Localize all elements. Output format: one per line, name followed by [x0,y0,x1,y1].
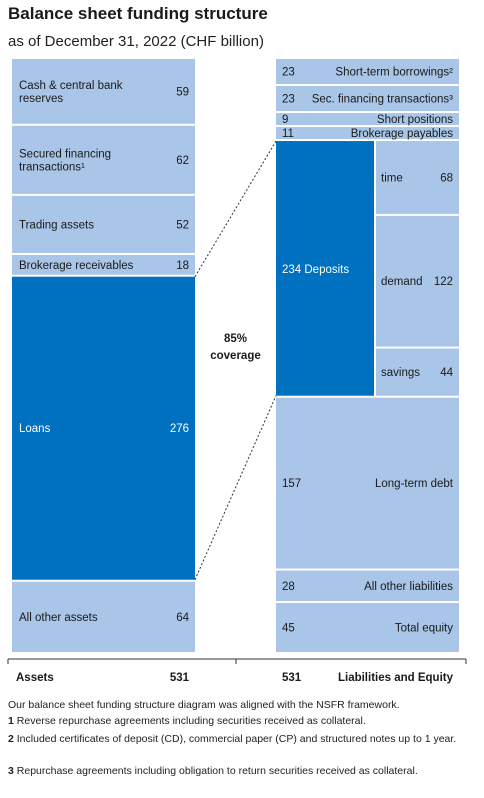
liability-bar-long-term-debt [276,397,459,569]
deposit-bar-time [376,141,459,214]
deposit-bar-savings [376,348,459,396]
deposit-label-savings: savings [381,367,420,379]
footnote-3: 3 Repurchase agreements including obliga… [8,764,478,779]
footnote-1: 1 Reverse repurchase agreements includin… [8,714,478,729]
chart-subtitle: as of December 31, 2022 (CHF billion) [8,33,264,50]
liability-bar-total-equity [276,603,459,652]
coverage-text: coverage [210,350,261,362]
liability-value-all-other-liabilities: 28 [282,581,295,593]
asset-label-cash-central-bank-reserves-2: reserves [19,93,63,105]
asset-value-secured-financing-transactions: 62 [176,155,189,167]
footnote-3-number: 3 [8,765,14,777]
asset-value-brokerage-receivables: 18 [176,260,189,272]
deposit-label-demand: demand [381,276,423,288]
liability-value-short-term-borrowings: 23 [282,67,295,79]
liability-value-sec-financing-transactions: 23 [282,94,295,106]
liability-bar-brokerage-payables [276,127,459,140]
deposit-bar-demand [376,215,459,347]
asset-label-loans: Loans [19,423,51,435]
asset-label-trading-assets: Trading assets [19,219,94,231]
deposit-label-time: time [381,172,403,184]
liability-label-long-term-debt: Long-term debt [375,478,454,490]
deposit-value-time: 68 [440,172,453,184]
asset-label-secured-financing-transactions-1: Secured financing [19,148,111,160]
liability-value-brokerage-payables: 11 [282,128,294,140]
liabilities-total-label: Liabilities and Equity [338,672,454,684]
liability-bar-short-positions [276,113,459,126]
asset-value-cash-central-bank-reserves: 59 [176,86,189,98]
liability-label-sec-financing-transactions: Sec. financing transactions³ [312,94,453,106]
liability-bar-short-term-borrowings [276,59,459,85]
deposit-value-savings: 44 [440,367,453,379]
footnote-3-text: Repurchase agreements including obligati… [16,765,418,777]
deposit-value-demand: 122 [434,276,453,288]
chart-title: Balance sheet funding structure [8,4,268,23]
footnote-intro: Our balance sheet funding structure diag… [8,699,400,711]
footnote-2-number: 2 [8,733,14,745]
asset-label-secured-financing-transactions-2: transactions¹ [19,161,85,173]
asset-bar-loans [12,276,195,580]
footnote-2-text: Included certificates of deposit (CD), c… [16,733,457,745]
asset-label-brokerage-receivables: Brokerage receivables [19,260,134,272]
asset-value-all-other-assets: 64 [176,612,189,624]
liability-bar-deposits [276,141,374,396]
asset-bar-trading-assets [12,195,195,253]
liability-value-total-equity: 45 [282,623,295,635]
assets-total-value: 531 [170,672,190,684]
assets-total-label: Assets [16,672,54,684]
footnote-2: 2 Included certificates of deposit (CD),… [8,732,478,747]
asset-bar-brokerage-receivables [12,254,195,275]
coverage-percent: 85% [224,333,247,345]
footnote-1-number: 1 [8,715,14,727]
liability-label-short-positions: Short positions [377,114,453,126]
liability-label-total-equity: Total equity [395,623,453,635]
liability-label-deposits: 234 Deposits [282,264,349,276]
asset-bar-secured-financing-transactions [12,125,195,194]
asset-label-all-other-assets: All other assets [19,612,98,624]
footnote-1-text: Reverse repurchase agreements including … [16,715,366,727]
coverage-connector-top [194,140,277,277]
liabilities-total-value: 531 [282,672,302,684]
liability-label-brokerage-payables: Brokerage payables [351,128,454,140]
liability-bar-all-other-liabilities [276,570,459,602]
liability-value-short-positions: 9 [282,114,288,126]
liability-label-all-other-liabilities: All other liabilities [364,581,453,593]
asset-bar-all-other-assets [12,581,195,652]
coverage-connector-bottom [194,395,277,580]
asset-label-cash-central-bank-reserves-1: Cash & central bank [19,80,123,92]
asset-value-loans: 276 [170,423,189,435]
asset-value-trading-assets: 52 [176,219,189,231]
liability-value-long-term-debt: 157 [282,478,301,490]
liability-label-short-term-borrowings: Short-term borrowings² [335,67,453,79]
liability-bar-sec-financing-transactions [276,86,459,112]
asset-bar-cash-central-bank-reserves [12,59,195,124]
